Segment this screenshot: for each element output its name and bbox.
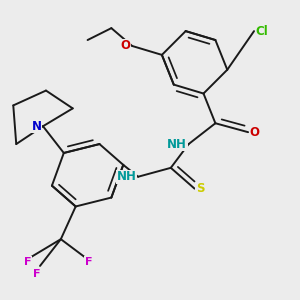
- Text: NH: NH: [167, 138, 187, 151]
- Text: F: F: [85, 257, 92, 267]
- Text: F: F: [24, 257, 31, 267]
- Text: O: O: [250, 126, 260, 139]
- Text: N: N: [32, 120, 41, 133]
- Text: S: S: [196, 182, 205, 195]
- Text: Cl: Cl: [256, 25, 268, 38]
- Text: F: F: [32, 269, 40, 279]
- Text: NH: NH: [117, 170, 136, 183]
- Text: O: O: [121, 40, 131, 52]
